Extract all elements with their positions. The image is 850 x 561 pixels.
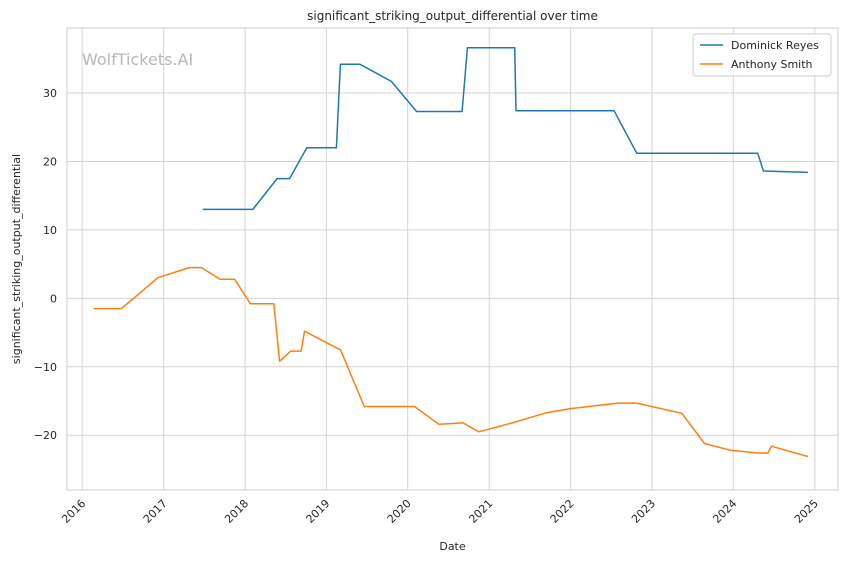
y-tick-label: 0 [50,292,57,305]
legend-label: Anthony Smith [731,58,813,71]
watermark: WolfTickets.AI [82,50,193,69]
x-tick-label: 2019 [304,497,333,526]
x-axis-title: Date [439,540,466,553]
x-tick-label: 2022 [548,497,577,526]
legend: Dominick Reyes Anthony Smith [692,33,832,77]
legend-box [692,33,832,77]
y-tick-label: −20 [34,429,57,442]
x-tick-label: 2025 [792,497,821,526]
x-tick-label: 2023 [629,497,658,526]
grid [67,28,838,490]
y-tick-label: −10 [34,361,57,374]
x-tick-label: 2017 [141,497,170,526]
y-tick-label: 30 [43,87,57,100]
y-tick-label: 10 [43,224,57,237]
x-tick-label: 2021 [466,497,495,526]
y-tick-label: 20 [43,155,57,168]
legend-label: Dominick Reyes [731,39,819,52]
x-tick-label: 2024 [710,497,739,526]
series-lines [93,47,809,458]
x-tick-label: 2018 [222,497,251,526]
x-tick-label: 2020 [385,497,414,526]
x-tick-label: 2016 [59,497,88,526]
y-axis-title: significant_striking_output_differential [10,154,23,364]
chart-title: significant_striking_output_differential… [307,9,598,23]
plot-area [66,27,839,491]
series-line-anthony-smith [93,266,809,458]
